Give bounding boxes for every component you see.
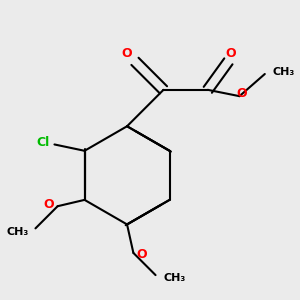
Text: CH₃: CH₃ (164, 273, 186, 283)
Text: CH₃: CH₃ (273, 68, 295, 77)
Text: O: O (122, 47, 132, 60)
Text: O: O (44, 198, 55, 211)
Text: O: O (237, 87, 247, 100)
Text: O: O (226, 47, 236, 60)
Text: O: O (136, 248, 147, 261)
Text: Cl: Cl (37, 136, 50, 149)
Text: CH₃: CH₃ (7, 226, 29, 236)
